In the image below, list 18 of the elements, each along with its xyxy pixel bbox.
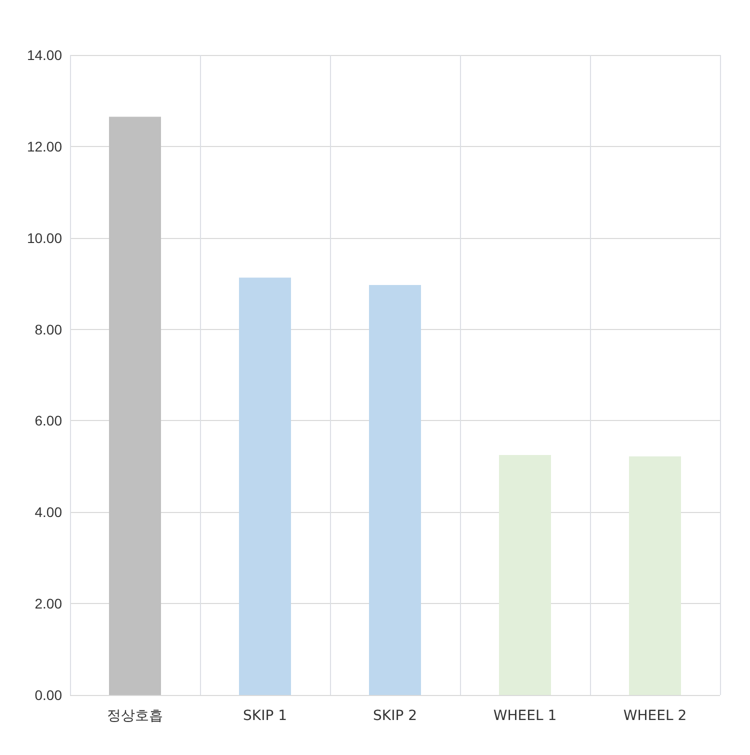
y-tick-label: 14.00	[26, 47, 62, 63]
bar	[239, 278, 291, 695]
x-tick-label: SKIP 1	[243, 708, 287, 724]
bar	[629, 456, 681, 695]
bar	[109, 116, 161, 695]
x-tick-label: 정상호흡	[107, 708, 163, 724]
y-tick-label: 6.00	[34, 412, 62, 429]
x-tick-label: SKIP 2	[373, 708, 417, 724]
bar	[499, 455, 551, 695]
y-tick-label: 12.00	[26, 138, 62, 154]
x-tick-label: WHEEL 1	[493, 708, 557, 724]
y-tick-label: 4.00	[34, 504, 62, 520]
y-tick-label: 2.00	[34, 596, 62, 612]
x-tick-label: WHEEL 2	[623, 708, 687, 724]
bar	[369, 284, 421, 695]
y-tick-label: 10.00	[26, 230, 62, 246]
y-tick-label: 0.00	[34, 687, 62, 703]
y-tick-label: 8.00	[34, 321, 62, 338]
